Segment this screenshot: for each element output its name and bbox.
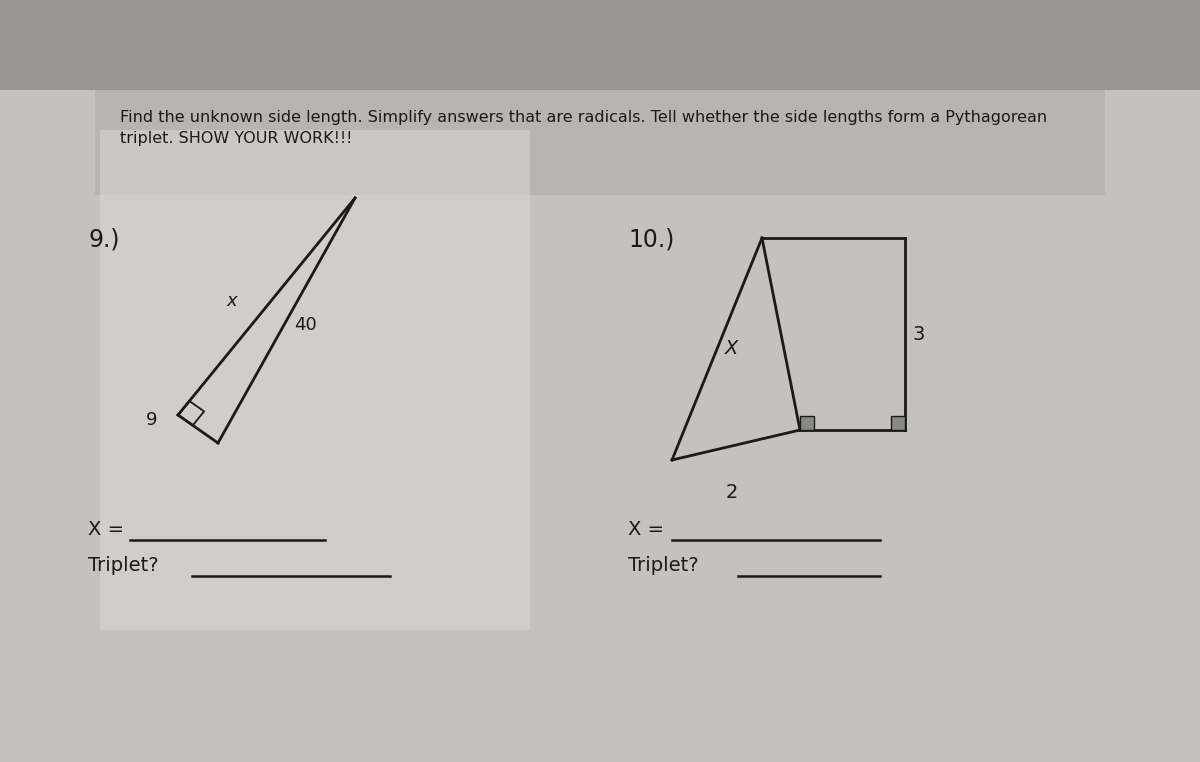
Bar xyxy=(95,90,1105,195)
Bar xyxy=(100,130,530,630)
Bar xyxy=(800,416,814,430)
Text: X =: X = xyxy=(88,520,124,539)
Text: 9: 9 xyxy=(146,411,157,429)
Text: Triplet?: Triplet? xyxy=(88,556,158,575)
Text: Triplet?: Triplet? xyxy=(628,556,698,575)
Text: X: X xyxy=(725,340,738,358)
Text: 9.): 9.) xyxy=(88,228,120,252)
Text: 40: 40 xyxy=(294,316,317,335)
Bar xyxy=(890,416,905,430)
Text: 10.): 10.) xyxy=(628,228,674,252)
Text: 3: 3 xyxy=(913,325,925,344)
Bar xyxy=(0,0,1200,90)
Text: 2: 2 xyxy=(726,482,738,501)
Text: X =: X = xyxy=(628,520,664,539)
Text: x: x xyxy=(227,293,238,310)
Text: triplet. SHOW YOUR WORK!!!: triplet. SHOW YOUR WORK!!! xyxy=(120,131,353,146)
Bar xyxy=(0,90,1200,762)
Text: Find the unknown side length. Simplify answers that are radicals. Tell whether t: Find the unknown side length. Simplify a… xyxy=(120,110,1048,125)
